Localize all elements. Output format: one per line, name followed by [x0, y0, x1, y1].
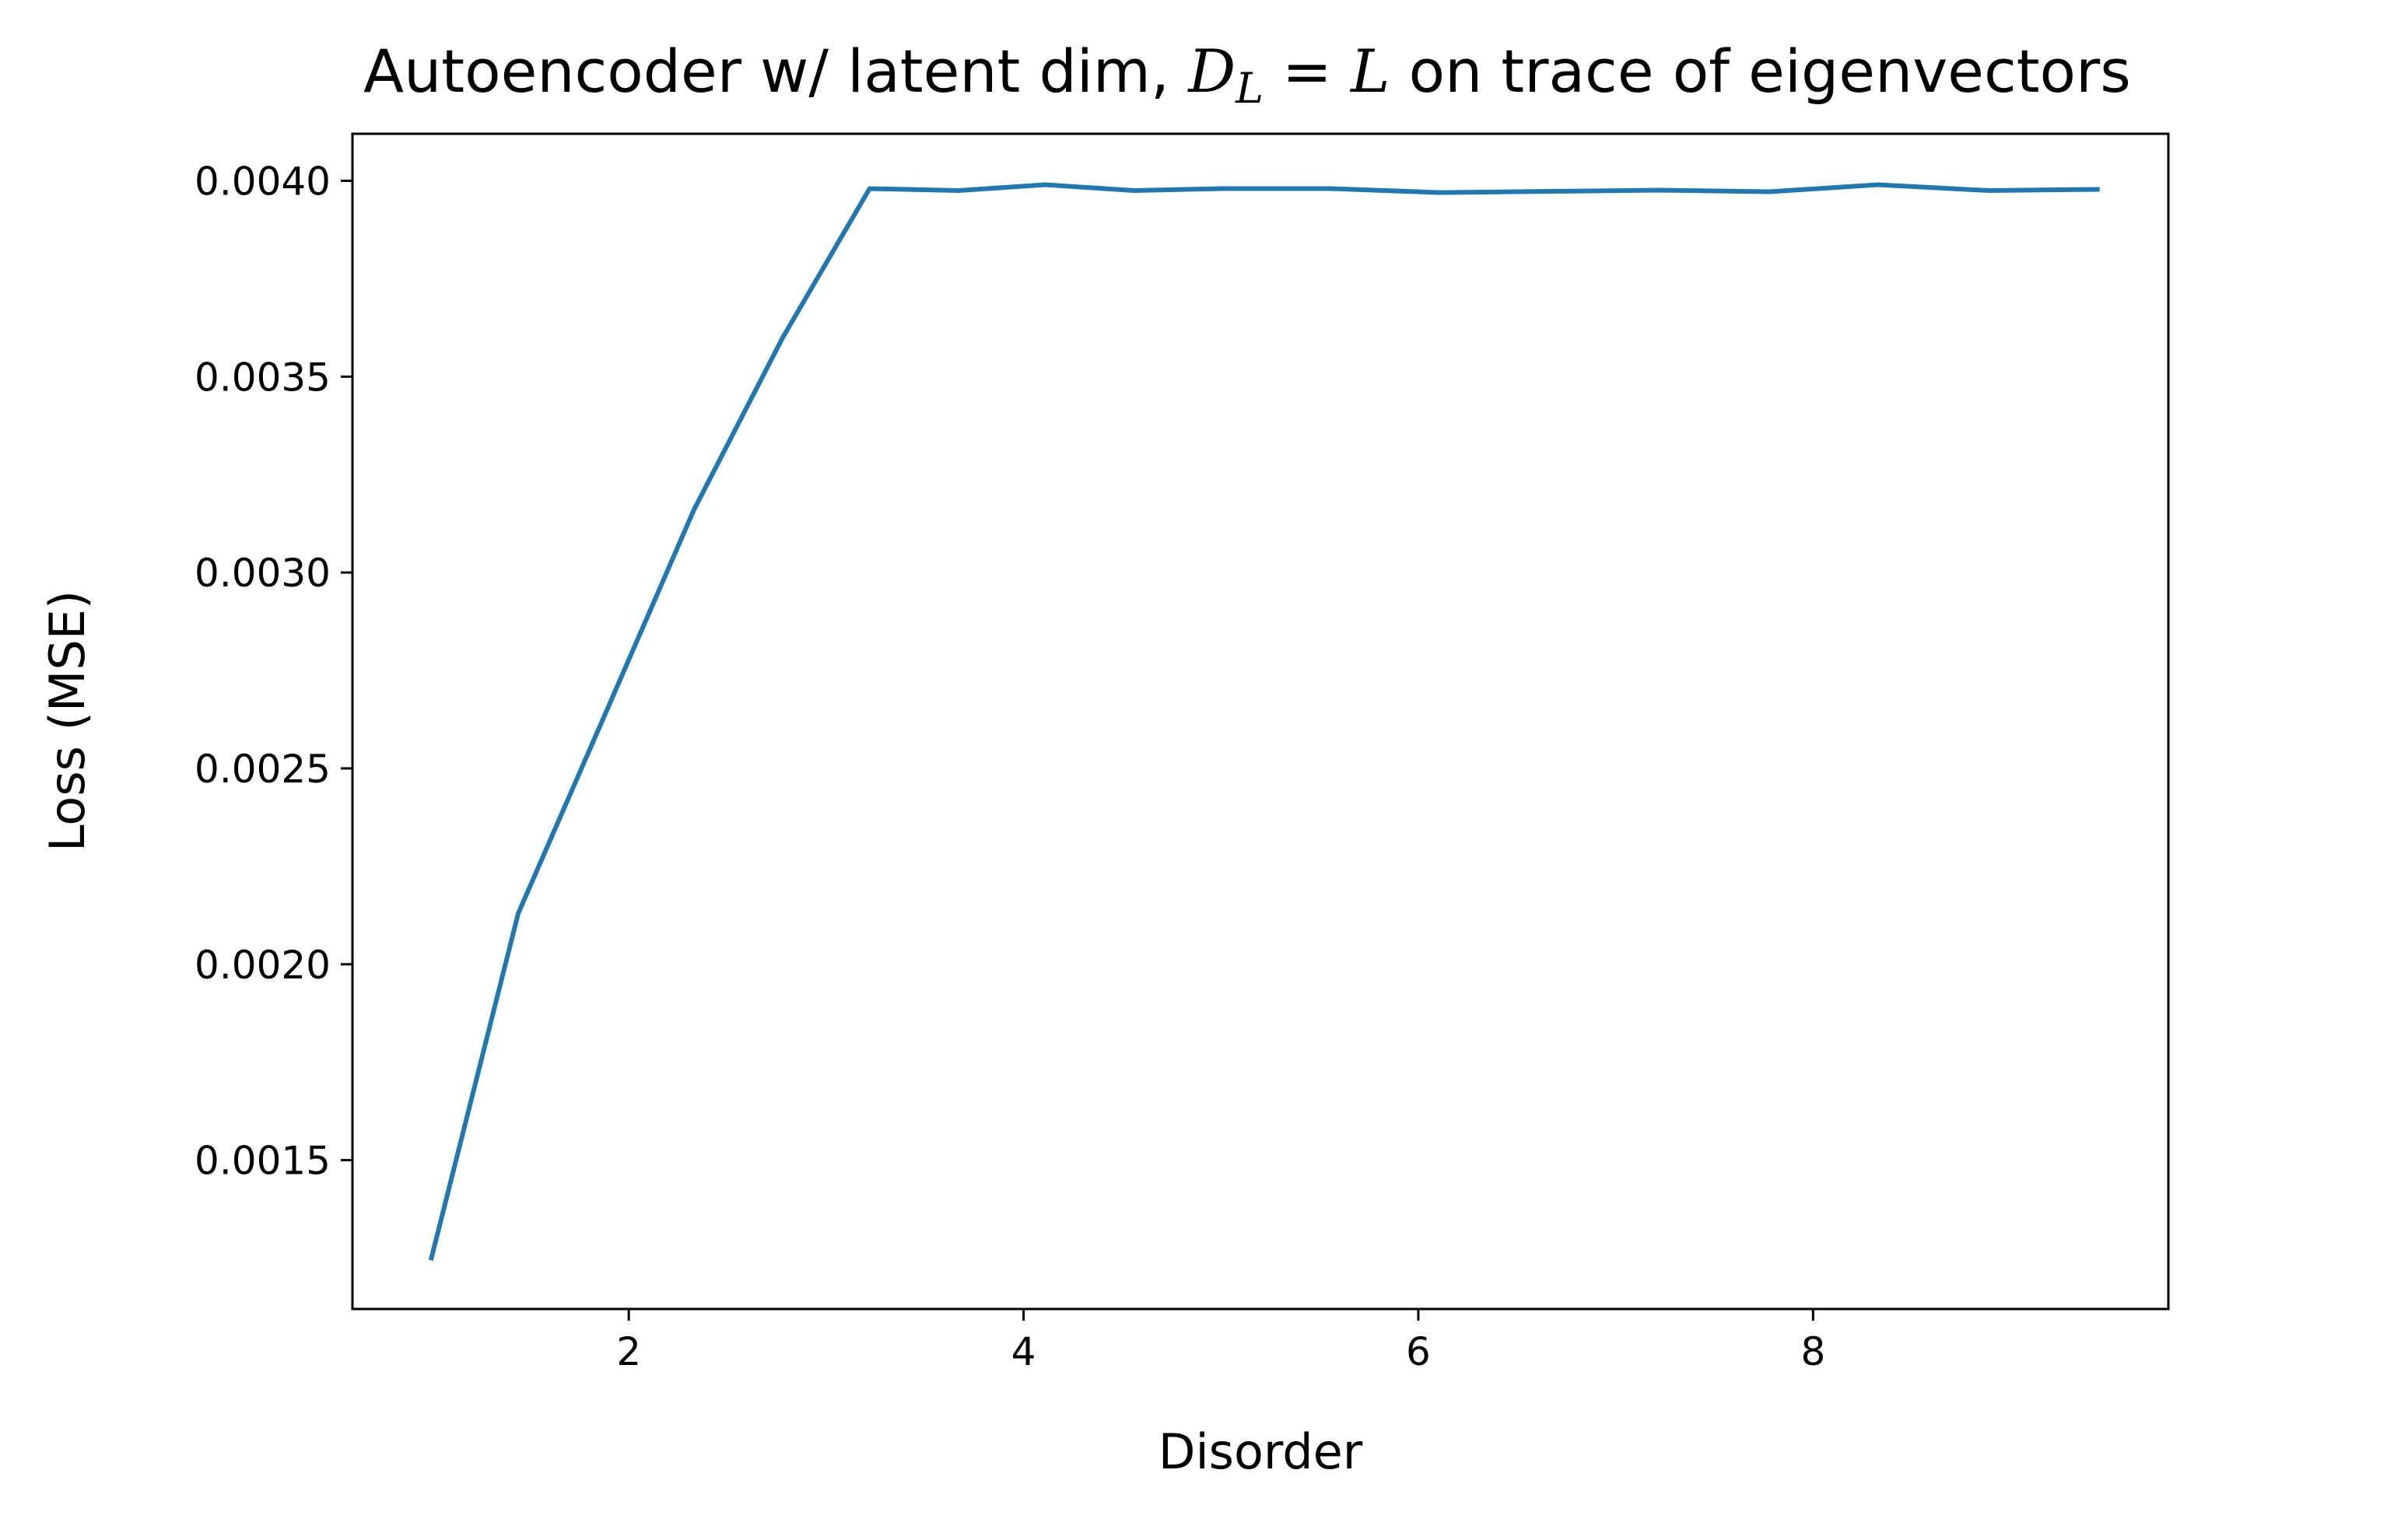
chart-title-math-rhs: L: [1349, 37, 1390, 106]
x-tick-label: 6: [1406, 1329, 1431, 1374]
chart-title-suffix: on trace of eigenvectors: [1390, 37, 2130, 106]
chart-title-prefix: Autoencoder w/ latent dim,: [363, 37, 1188, 106]
chart-title: Autoencoder w/ latent dim, DL = L on tra…: [363, 37, 2131, 113]
x-axis-label: Disorder: [1158, 1423, 1363, 1480]
y-tick-label: 0.0035: [195, 355, 331, 400]
y-tick-label: 0.0030: [195, 551, 331, 596]
plot-frame: [351, 132, 2170, 1311]
chart-title-math-symbol: D: [1186, 37, 1236, 106]
x-axis: 2 4 6 8: [616, 1309, 1825, 1374]
y-tick-label: 0.0020: [195, 943, 331, 988]
plot-area: [351, 132, 2170, 1311]
y-tick-label: 0.0025: [195, 747, 331, 792]
x-tick-label: 4: [1011, 1329, 1036, 1374]
chart-title-math-subscript: L: [1235, 64, 1264, 113]
series-line-0: [428, 182, 2100, 1262]
y-axis: 0.0015 0.0020 0.0025 0.0030 0.0035 0.0040: [195, 159, 352, 1184]
y-axis-label: Loss (MSE): [39, 590, 96, 852]
y-tick-label: 0.0015: [195, 1139, 331, 1184]
x-tick-label: 2: [616, 1329, 641, 1374]
series-layer: [428, 182, 2100, 1262]
x-tick-label: 8: [1800, 1329, 1825, 1374]
chart-title-math-equals: =: [1264, 37, 1351, 106]
y-tick-label: 0.0040: [195, 159, 331, 204]
